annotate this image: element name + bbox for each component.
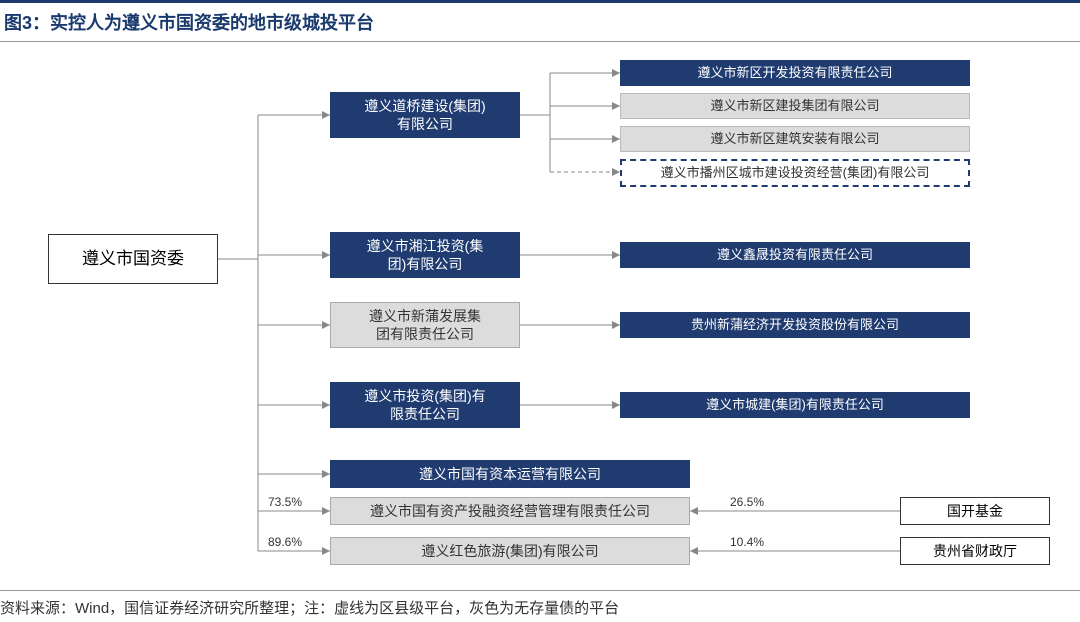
leaf-m1-2: 遵义市新区建筑安装有限公司 [620, 126, 970, 152]
leaf-m1-0: 遵义市新区开发投资有限责任公司 [620, 60, 970, 86]
leaf-m3-0: 贵州新蒲经济开发投资股份有限公司 [620, 312, 970, 338]
figure-source-note: 资料来源：Wind，国信证券经济研究所整理；注：虚线为区县级平台，灰色为无存量债… [0, 590, 1080, 618]
mid-node-m5: 遵义市国有资本运营有限公司 [330, 460, 690, 488]
mid-node-m7: 遵义红色旅游(集团)有限公司 [330, 537, 690, 565]
mid-node-m4: 遵义市投资(集团)有 限责任公司 [330, 382, 520, 428]
pct-right-m7: 10.4% [730, 535, 764, 549]
mid-node-m2: 遵义市湘江投资(集 团)有限公司 [330, 232, 520, 278]
pct-left-m7: 89.6% [268, 535, 302, 549]
leaf-m4-0: 遵义市城建(集团)有限责任公司 [620, 392, 970, 418]
right-box-m6: 国开基金 [900, 497, 1050, 525]
mid-node-m1: 遵义道桥建设(集团) 有限公司 [330, 92, 520, 138]
leaf-m2-0: 遵义鑫晟投资有限责任公司 [620, 242, 970, 268]
figure-title: 图3：实控人为遵义市国资委的地市级城投平台 [0, 0, 1080, 42]
pct-left-m6: 73.5% [268, 495, 302, 509]
leaf-m1-1: 遵义市新区建投集团有限公司 [620, 93, 970, 119]
org-chart-canvas: 遵义市国资委遵义道桥建设(集团) 有限公司遵义市新区开发投资有限责任公司遵义市新… [0, 42, 1080, 582]
leaf-m1-3: 遵义市播州区城市建设投资经营(集团)有限公司 [620, 159, 970, 187]
root-node: 遵义市国资委 [48, 234, 218, 284]
mid-node-m3: 遵义市新蒲发展集 团有限责任公司 [330, 302, 520, 348]
right-box-m7: 贵州省财政厅 [900, 537, 1050, 565]
pct-right-m6: 26.5% [730, 495, 764, 509]
mid-node-m6: 遵义市国有资产投融资经营管理有限责任公司 [330, 497, 690, 525]
